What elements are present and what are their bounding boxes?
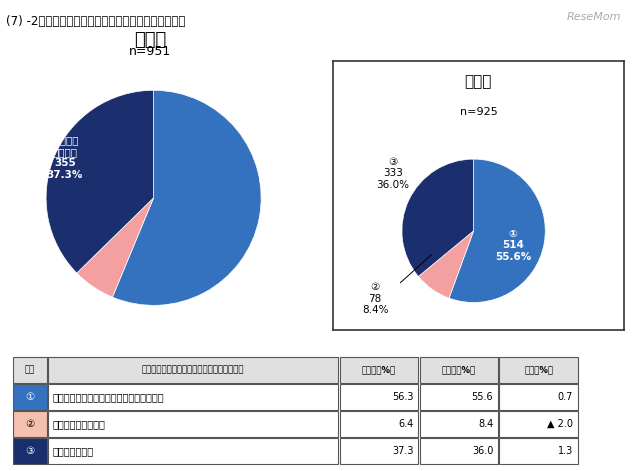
FancyBboxPatch shape (13, 357, 47, 382)
Text: ③
333
36.0%: ③ 333 36.0% (376, 157, 410, 190)
Text: 第２回: 第２回 (134, 31, 166, 49)
FancyBboxPatch shape (340, 357, 419, 382)
Text: 子ども向け携帯: 子ども向け携帯 (52, 446, 94, 456)
Text: n=925: n=925 (460, 107, 497, 117)
FancyBboxPatch shape (420, 357, 498, 382)
FancyBboxPatch shape (340, 384, 419, 410)
Text: 55.6: 55.6 (472, 392, 493, 402)
Text: 1.3: 1.3 (558, 446, 573, 456)
FancyBboxPatch shape (48, 438, 339, 464)
Text: 56.3: 56.3 (392, 392, 413, 402)
Text: ①: ① (25, 392, 35, 402)
Text: n=951: n=951 (129, 45, 172, 58)
FancyBboxPatch shape (499, 438, 578, 464)
Text: 第１回: 第１回 (465, 75, 492, 89)
Wedge shape (449, 159, 545, 302)
FancyBboxPatch shape (13, 384, 47, 410)
Wedge shape (77, 198, 154, 297)
FancyBboxPatch shape (13, 438, 47, 464)
FancyBboxPatch shape (499, 384, 578, 410)
Text: 第２回（%）: 第２回（%） (362, 365, 396, 374)
Text: ブラックリスト方式: ブラックリスト方式 (52, 419, 106, 429)
Text: 0.7: 0.7 (557, 392, 573, 402)
Text: ▲ 2.0: ▲ 2.0 (547, 419, 573, 429)
Wedge shape (113, 90, 261, 305)
Text: 凡例: 凡例 (24, 365, 35, 374)
Text: 6.4: 6.4 (398, 419, 413, 429)
Text: ①
514
55.6%: ① 514 55.6% (495, 228, 531, 262)
FancyBboxPatch shape (48, 411, 339, 437)
FancyBboxPatch shape (48, 357, 339, 382)
Wedge shape (419, 231, 474, 298)
Text: 小学校高学年に奨励するフィルタリング方式: 小学校高学年に奨励するフィルタリング方式 (142, 365, 244, 374)
Wedge shape (402, 159, 474, 276)
Text: 増減（%）: 増減（%） (524, 365, 553, 374)
FancyBboxPatch shape (48, 384, 339, 410)
Text: ReseMom: ReseMom (566, 12, 621, 22)
Text: ①ホワイト
リスト方式
又はカスタ
マイズ方式
535
56.3%: ①ホワイト リスト方式 又はカスタ マイズ方式 535 56.3% (76, 320, 113, 388)
Text: ③子ども
向け携帯
355
37.3%: ③子ども 向け携帯 355 37.3% (47, 135, 83, 180)
FancyBboxPatch shape (499, 357, 578, 382)
Text: ③: ③ (25, 446, 35, 456)
FancyBboxPatch shape (340, 411, 419, 437)
Text: 第１回（%）: 第１回（%） (442, 365, 476, 374)
FancyBboxPatch shape (420, 438, 498, 464)
Text: ホワイトリスト方式又はカスタマイズ方式: ホワイトリスト方式又はカスタマイズ方式 (52, 392, 164, 402)
Text: 37.3: 37.3 (392, 446, 413, 456)
FancyBboxPatch shape (420, 411, 498, 437)
FancyBboxPatch shape (499, 411, 578, 437)
FancyBboxPatch shape (420, 384, 498, 410)
Text: (7) -2　小学校高学年に奨励するフィルタリング方式: (7) -2 小学校高学年に奨励するフィルタリング方式 (6, 15, 186, 28)
FancyBboxPatch shape (340, 438, 419, 464)
Text: 36.0: 36.0 (472, 446, 493, 456)
Text: ②: ② (25, 419, 35, 429)
Wedge shape (46, 90, 154, 273)
FancyBboxPatch shape (13, 411, 47, 437)
Text: ②
78
8.4%: ② 78 8.4% (362, 282, 388, 316)
Text: 8.4: 8.4 (478, 419, 493, 429)
